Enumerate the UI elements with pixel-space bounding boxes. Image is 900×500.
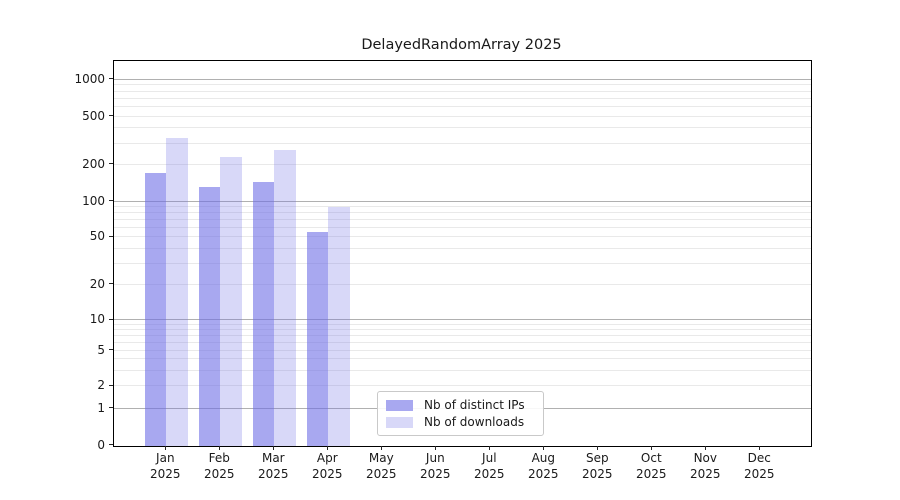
x-tick-label: Mar 2025 <box>258 451 289 481</box>
minor-gridline <box>114 142 811 144</box>
y-tick-label: 500 <box>82 108 105 123</box>
minor-gridline <box>114 323 811 325</box>
minor-gridline <box>114 247 811 249</box>
x-tick-mark <box>327 445 329 450</box>
x-tick-mark <box>597 445 599 450</box>
y-tick-mark <box>109 283 113 285</box>
y-tick-mark <box>109 318 113 320</box>
legend-label: Nb of distinct IPs <box>424 398 525 412</box>
bar-downloads <box>328 207 350 446</box>
minor-gridline <box>114 341 811 343</box>
bar-downloads <box>220 157 242 446</box>
x-tick-mark <box>435 445 437 450</box>
minor-gridline <box>114 349 811 351</box>
x-tick-label: Feb 2025 <box>204 451 235 481</box>
major-gridline <box>114 78 811 80</box>
x-tick-mark <box>651 445 653 450</box>
minor-gridline <box>114 226 811 228</box>
minor-gridline <box>114 283 811 285</box>
minor-gridline <box>114 219 811 221</box>
minor-gridline <box>114 163 811 165</box>
y-tick-label: 1000 <box>74 71 105 86</box>
y-tick-label: 50 <box>89 229 105 244</box>
minor-gridline <box>114 369 811 371</box>
y-tick-label: 1 <box>97 400 105 415</box>
legend-item: Nb of downloads <box>386 414 535 431</box>
x-tick-label: Dec 2025 <box>744 451 775 481</box>
x-tick-label: Apr 2025 <box>312 451 343 481</box>
y-tick-label: 0 <box>97 437 105 452</box>
legend-item: Nb of distinct IPs <box>386 397 535 414</box>
bar-downloads <box>274 149 296 446</box>
x-tick-label: Jan 2025 <box>150 451 181 481</box>
x-tick-label: Oct 2025 <box>636 451 667 481</box>
x-tick-label: Aug 2025 <box>528 451 559 481</box>
y-tick-mark <box>109 200 113 202</box>
minor-gridline <box>114 329 811 331</box>
minor-gridline <box>114 358 811 360</box>
minor-gridline <box>114 115 811 117</box>
x-tick-label: Sep 2025 <box>582 451 613 481</box>
legend: Nb of distinct IPs Nb of downloads <box>377 391 544 436</box>
y-tick-mark <box>109 115 113 117</box>
x-tick-label: Jun 2025 <box>420 451 451 481</box>
minor-gridline <box>114 385 811 387</box>
y-tick-mark <box>109 444 113 445</box>
bar-distinct-ips <box>306 232 329 446</box>
x-tick-label: Jul 2025 <box>474 451 505 481</box>
minor-gridline <box>114 262 811 264</box>
y-tick-label: 5 <box>97 342 105 357</box>
minor-gridline <box>114 127 811 129</box>
y-tick-mark <box>109 163 113 165</box>
y-tick-label: 100 <box>82 193 105 208</box>
x-tick-mark <box>489 445 491 450</box>
x-tick-mark <box>219 445 221 450</box>
bar-downloads <box>166 137 188 446</box>
x-tick-mark <box>165 445 167 450</box>
y-tick-mark <box>109 407 113 409</box>
x-tick-mark <box>705 445 707 450</box>
y-tick-mark <box>109 384 113 386</box>
minor-gridline <box>114 90 811 92</box>
legend-swatch-downloads <box>386 417 413 428</box>
minor-gridline <box>114 334 811 336</box>
bar-distinct-ips <box>144 173 167 446</box>
y-tick-mark <box>109 235 113 237</box>
legend-label: Nb of downloads <box>424 415 525 429</box>
x-tick-mark <box>543 445 545 450</box>
minor-gridline <box>114 106 811 108</box>
chart-title: DelayedRandomArray 2025 <box>361 37 562 53</box>
y-tick-label: 10 <box>89 312 105 327</box>
y-tick-label: 20 <box>89 276 105 291</box>
minor-gridline <box>114 236 811 238</box>
plot-area <box>113 60 812 447</box>
minor-gridline <box>114 206 811 208</box>
minor-gridline <box>114 97 811 99</box>
legend-swatch-distinct-ips <box>386 400 413 411</box>
x-tick-label: Nov 2025 <box>690 451 721 481</box>
y-tick-label: 200 <box>82 156 105 171</box>
y-tick-mark <box>109 78 113 80</box>
x-tick-mark <box>273 445 275 450</box>
y-tick-mark <box>109 349 113 351</box>
y-tick-label: 2 <box>97 378 105 393</box>
x-tick-mark <box>759 445 761 450</box>
x-tick-label: May 2025 <box>366 451 397 481</box>
major-gridline <box>114 319 811 321</box>
minor-gridline <box>114 212 811 214</box>
bar-distinct-ips <box>198 187 221 446</box>
minor-gridline <box>114 84 811 86</box>
bar-distinct-ips <box>252 181 275 446</box>
major-gridline <box>114 200 811 202</box>
x-tick-mark <box>381 445 383 450</box>
